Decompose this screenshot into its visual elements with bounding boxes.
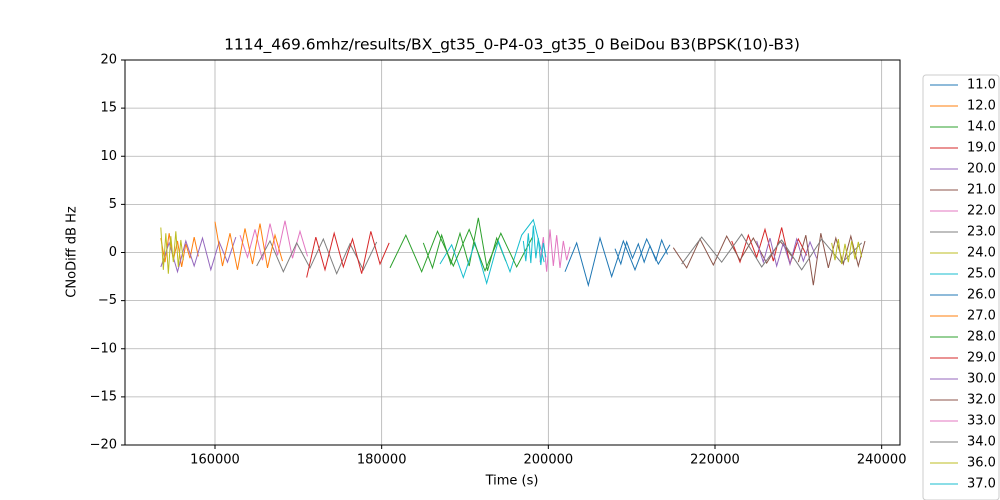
series-line bbox=[160, 227, 184, 274]
y-tick-label: −5 bbox=[98, 293, 117, 308]
plot-frame bbox=[124, 59, 901, 446]
y-axis-label: CNoDiff dB Hz bbox=[65, 206, 80, 298]
legend-label: 24.0 bbox=[967, 246, 996, 261]
series-line bbox=[422, 217, 507, 271]
series-line bbox=[831, 238, 863, 265]
legend-label: 32.0 bbox=[967, 393, 996, 408]
series-line bbox=[731, 227, 808, 266]
legend-label: 29.0 bbox=[967, 351, 996, 366]
series-line bbox=[522, 225, 547, 266]
x-tick-label: 240000 bbox=[857, 453, 907, 468]
series-line bbox=[756, 237, 818, 268]
x-axis-label: Time (s) bbox=[485, 474, 539, 489]
legend-label: 36.0 bbox=[967, 456, 996, 471]
y-tick-label: 5 bbox=[109, 197, 117, 212]
x-tick-label: 220000 bbox=[690, 453, 740, 468]
x-tick-label: 160000 bbox=[190, 453, 240, 468]
series-line bbox=[256, 237, 378, 275]
series-line bbox=[681, 233, 863, 271]
series-line bbox=[306, 231, 390, 278]
x-tick-label: 180000 bbox=[357, 453, 407, 468]
x-tick-label: 200000 bbox=[524, 453, 574, 468]
legend-label: 22.0 bbox=[967, 204, 996, 219]
legend-label: 12.0 bbox=[967, 99, 996, 114]
series-line bbox=[389, 228, 533, 274]
legend-label: 23.0 bbox=[967, 225, 996, 240]
legend-label: 11.0 bbox=[967, 78, 996, 93]
series-line bbox=[564, 236, 671, 288]
legend-label: 30.0 bbox=[967, 372, 996, 387]
legend-label: 21.0 bbox=[967, 183, 996, 198]
y-tick-label: −10 bbox=[90, 341, 117, 356]
legend-box bbox=[922, 74, 1000, 500]
y-tick-label: −15 bbox=[90, 389, 117, 404]
legend-label: 20.0 bbox=[967, 162, 996, 177]
legend-label: 34.0 bbox=[967, 435, 996, 450]
y-tick-label: 15 bbox=[100, 101, 117, 116]
y-tick-label: 0 bbox=[109, 245, 117, 260]
legend-label: 33.0 bbox=[967, 414, 996, 429]
legend-label: 19.0 bbox=[967, 141, 996, 156]
series-line bbox=[214, 221, 283, 270]
y-tick-label: 20 bbox=[100, 53, 117, 68]
legend-label: 25.0 bbox=[967, 267, 996, 282]
y-tick-label: 10 bbox=[100, 149, 117, 164]
series-line bbox=[797, 233, 866, 286]
legend-label: 37.0 bbox=[967, 477, 996, 492]
legend-label: 26.0 bbox=[967, 288, 996, 303]
legend-label: 28.0 bbox=[967, 330, 996, 345]
legend-label: 27.0 bbox=[967, 309, 996, 324]
chart-title: 1114_469.6mhz/results/BX_gt35_0-P4-03_gt… bbox=[224, 36, 800, 55]
series-line bbox=[439, 218, 545, 286]
legend-label: 14.0 bbox=[967, 120, 996, 135]
y-tick-label: −20 bbox=[90, 438, 117, 453]
